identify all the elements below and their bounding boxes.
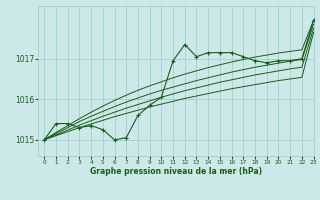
X-axis label: Graphe pression niveau de la mer (hPa): Graphe pression niveau de la mer (hPa) <box>90 167 262 176</box>
